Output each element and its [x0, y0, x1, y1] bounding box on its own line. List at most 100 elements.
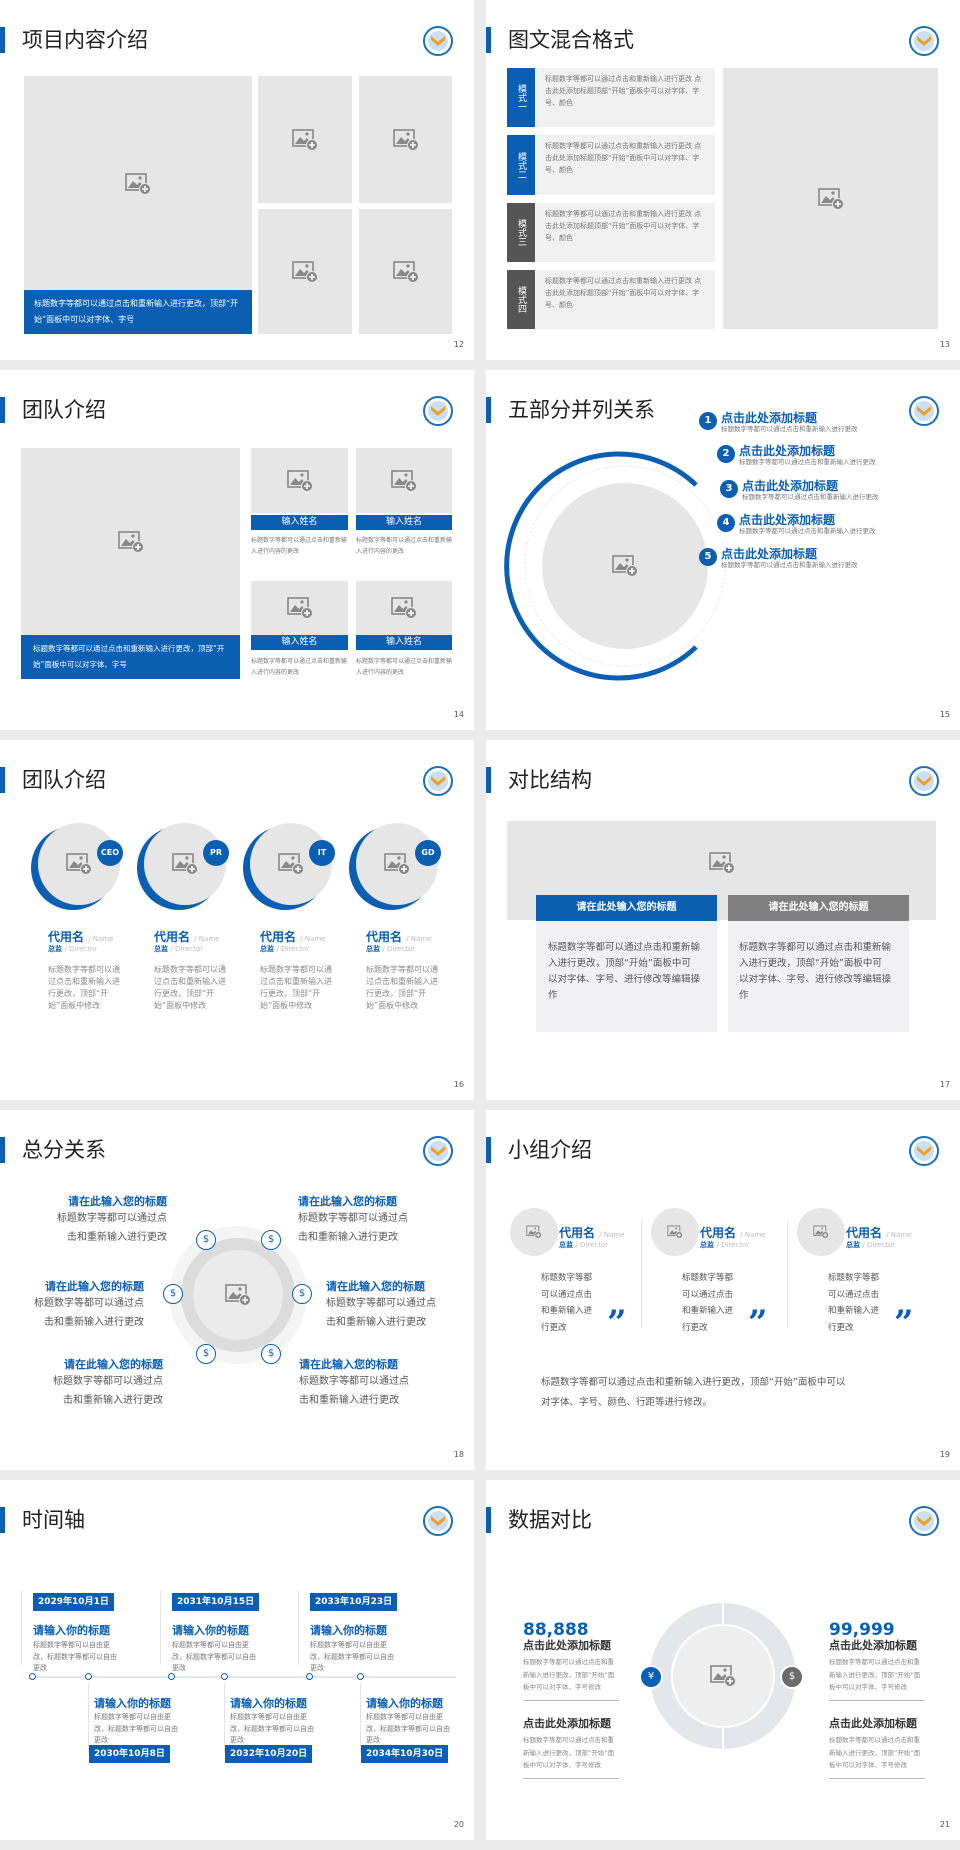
timeline-dot[interactable]	[168, 1673, 175, 1680]
mode-row: 模式一 标题数字等都可以通过点击和重新输入进行更改 点击此处添加标题顶部“开始”…	[507, 68, 715, 127]
timeline-dot[interactable]	[29, 1673, 36, 1680]
image-add-icon	[391, 469, 417, 492]
role-suffix: / Director	[862, 1241, 896, 1249]
page-number: 17	[939, 1080, 950, 1089]
image-placeholder[interactable]	[671, 1624, 775, 1728]
role-suffix: / Director	[170, 945, 204, 953]
image-add-icon	[225, 1284, 251, 1306]
member-name: 代用名 / Name	[700, 1224, 765, 1241]
image-placeholder[interactable]	[356, 581, 452, 635]
summary-text: 标题数字等都可以通过点击和重新输入进行更改，顶部“开始”面板中可以 对字体、字号…	[541, 1373, 845, 1413]
page-number: 21	[939, 1820, 950, 1829]
member-name: 代用名 / Name	[154, 928, 219, 945]
image-add-icon	[292, 128, 318, 151]
timeline-dot[interactable]	[85, 1673, 92, 1680]
image-placeholder[interactable]	[258, 76, 352, 203]
number-badge: 4	[717, 514, 735, 532]
item-text: 标题数字等都可以通过点击和重新输入进行更改，顶部“开始”面板中可以对字体、字号修…	[829, 1736, 921, 1769]
item-title[interactable]: 请输入你的标题	[33, 1624, 110, 1637]
card-text: 标题数字等都可以通过点击和重新输入进行更改，顶部“开始”面板中可以对字体、字号、…	[548, 942, 701, 1001]
item-text: 标题数字等都可以通过点击和重新输入进行更改	[721, 561, 858, 569]
mode-row: 模式四 标题数字等都可以通过点击和重新输入进行更改 点击此处添加标题顶部“开始”…	[507, 270, 715, 329]
item-title[interactable]: 请输入你的标题	[310, 1624, 387, 1637]
image-placeholder[interactable]	[651, 1208, 699, 1256]
role: 总监	[48, 945, 62, 953]
slide-15[interactable]: 五部分并列关系 1 点击此处添加标题 标题数字等都可以通过点击和重新输入进行更改…	[486, 370, 960, 730]
card-heading: 请在此处输入您的标题	[536, 895, 717, 921]
title-accent-bar	[0, 397, 5, 423]
title-accent-bar	[0, 27, 5, 53]
timeline-dot[interactable]	[306, 1673, 313, 1680]
item-title[interactable]: 点击此处添加标题	[742, 479, 839, 493]
image-add-icon	[172, 853, 198, 875]
role-badge: CEO	[97, 840, 123, 866]
item-title[interactable]: 点击此处添加标题	[523, 1717, 611, 1730]
slide-19[interactable]: 小组介绍 标题数字等都可以通过点击和重新输入进行更改，顶部“开始”面板中可以 对…	[486, 1110, 960, 1470]
slide-title: 团队介绍	[22, 768, 106, 792]
item-title[interactable]: 请在此输入您的标题	[68, 1195, 167, 1208]
image-placeholder[interactable]	[193, 1250, 283, 1340]
role-badge: PR	[203, 840, 229, 866]
list-item: 请在此输入您的标题 标题数字等都可以通过点 击和重新输入进行更改	[53, 1356, 163, 1410]
divider	[641, 1220, 642, 1328]
item-title[interactable]: 请在此输入您的标题	[298, 1195, 397, 1208]
image-placeholder[interactable]	[356, 448, 452, 513]
text-line: 和重新输入进	[541, 1306, 593, 1316]
member-text: 标题数字等都 可以通过点击 和重新输入进 行更改	[828, 1270, 879, 1336]
image-placeholder[interactable]	[542, 483, 708, 649]
slide-17[interactable]: 对比结构 请在此处输入您的标题 请在此处输入您的标题 标题数字等都可以通过点击和…	[486, 740, 960, 1100]
card-text: 标题数字等都可以通过点击和重新输入进行更改，顶部“开始”面板中可以对字体、字号、…	[739, 942, 892, 1001]
slide-18[interactable]: 总分关系 $ $ $ $ $ $ 请在此输入您的标题 标题数字等都可以通过点 击…	[0, 1110, 474, 1470]
image-placeholder[interactable]	[723, 68, 938, 329]
image-placeholder[interactable]	[359, 76, 452, 203]
slide-12[interactable]: 项目内容介绍 标题数字等都可以通过点击和重新输入进行更改，顶部“开始”面板中可以…	[0, 0, 474, 360]
image-placeholder[interactable]	[258, 209, 352, 334]
text-line: 和重新输入进	[828, 1306, 880, 1316]
item-title[interactable]: 请在此输入您的标题	[326, 1280, 425, 1293]
role: 总监	[260, 945, 274, 953]
image-placeholder[interactable]	[251, 581, 348, 635]
slide-16[interactable]: 团队介绍 16 CEO 代用名 / Name 总监 / Director 标题数…	[0, 740, 474, 1100]
slide-20[interactable]: 时间轴 20 2029年10月1日 请输入你的标题 标题数字等都可以自由更改，标…	[0, 1480, 474, 1840]
image-placeholder[interactable]	[251, 448, 348, 513]
timeline-dot[interactable]	[221, 1673, 228, 1680]
connector	[360, 1683, 361, 1753]
item-title[interactable]: 请在此输入您的标题	[299, 1358, 398, 1371]
slide-title: 小组介绍	[508, 1138, 592, 1162]
image-placeholder[interactable]	[21, 448, 240, 635]
role-badge: IT	[309, 840, 335, 866]
title-accent-bar	[0, 1137, 5, 1163]
item-title[interactable]: 点击此处添加标题	[721, 411, 818, 425]
item-title[interactable]: 请在此输入您的标题	[64, 1358, 163, 1371]
item-title[interactable]: 点击此处添加标题	[739, 513, 836, 527]
item-title[interactable]: 请输入你的标题	[366, 1697, 443, 1710]
text-line: 行更改	[682, 1322, 708, 1333]
image-placeholder[interactable]	[510, 1208, 558, 1256]
item-text: 击和重新输入进行更改	[67, 1232, 167, 1243]
image-placeholder[interactable]	[359, 209, 452, 334]
connector	[21, 1590, 22, 1665]
image-placeholder[interactable]	[797, 1208, 845, 1256]
member-text: 标题数字等都可以通过点击和重新输入进行更改，顶部“开始”面板中修改	[48, 965, 120, 1010]
slide-13[interactable]: 图文混合格式 模式一 标题数字等都可以通过点击和重新输入进行更改 点击此处添加标…	[486, 0, 960, 360]
number-badge: 3	[720, 480, 738, 498]
mode-text: 标题数字等都可以通过点击和重新输入进行更改 点击此处添加标题顶部“开始”面板中可…	[535, 135, 715, 195]
item-title[interactable]: 请输入你的标题	[172, 1624, 249, 1637]
slide-21[interactable]: 数据对比 ¥ $ 88,888 99,999 21 点击此处添加标题 标题数字等…	[486, 1480, 960, 1840]
member-text: 标题数字等都可以通过点击和重新输入进行更改，顶部“开始”面板中修改	[154, 965, 226, 1010]
item-title[interactable]: 点击此处添加标题	[721, 547, 818, 561]
timeline-dot[interactable]	[357, 1673, 364, 1680]
slide-14[interactable]: 团队介绍 标题数字等都可以通过点击和重新输入进行更改，顶部“开始”面板中可以对字…	[0, 370, 474, 730]
logo	[423, 396, 453, 426]
item-text: 标题数字等都可以自由更改，标题数字等都可以自由更改	[172, 1641, 256, 1672]
item-title[interactable]: 点击此处添加标题	[523, 1639, 611, 1652]
money-bag-icon: $	[196, 1344, 216, 1364]
item-title[interactable]: 请输入你的标题	[230, 1697, 307, 1710]
item-title[interactable]: 点击此处添加标题	[829, 1717, 917, 1730]
item-title[interactable]: 请输入你的标题	[94, 1697, 171, 1710]
item-title[interactable]: 点击此处添加标题	[829, 1639, 917, 1652]
item-title[interactable]: 点击此处添加标题	[739, 444, 836, 458]
member-name: 输入姓名	[356, 635, 452, 650]
mode-row: 模式二 标题数字等都可以通过点击和重新输入进行更改 点击此处添加标题顶部“开始”…	[507, 135, 715, 195]
item-title[interactable]: 请在此输入您的标题	[45, 1280, 144, 1293]
